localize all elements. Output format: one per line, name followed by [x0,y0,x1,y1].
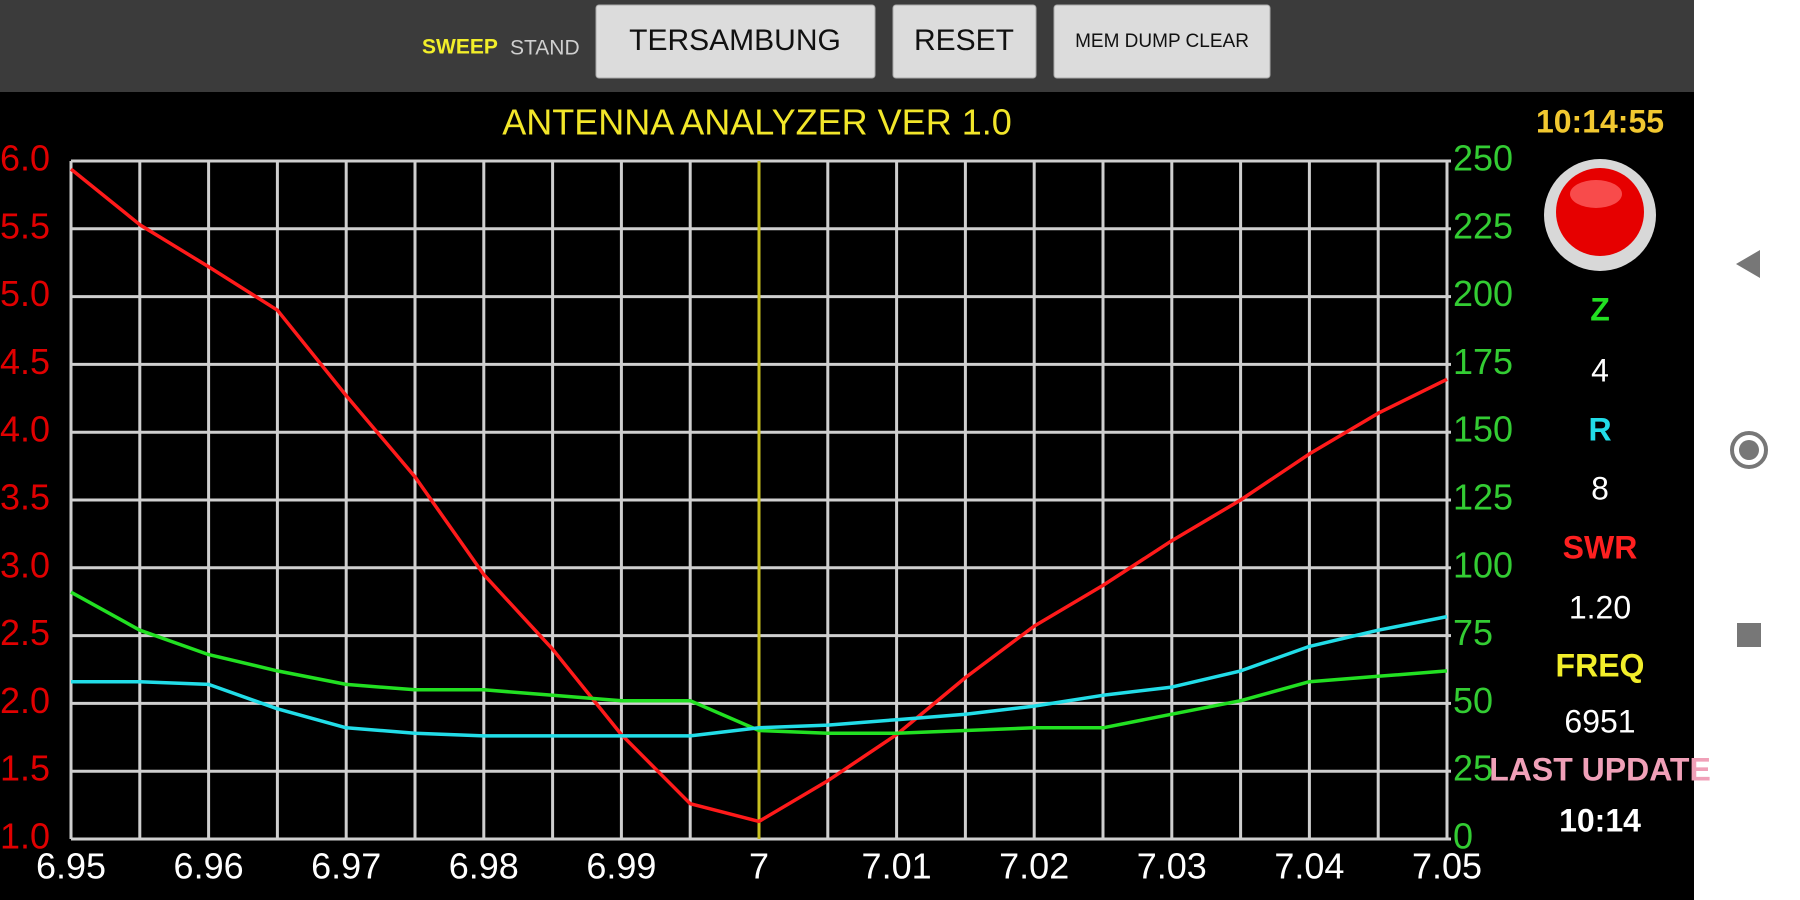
x-tick-label: 7.05 [1412,846,1482,887]
button[interactable] [892,4,1037,79]
clock: 10:14:55 [1536,103,1664,139]
r-label: R [1588,411,1611,447]
series-line [70,590,1448,735]
y2-tick-label: 175 [1453,341,1513,382]
button-label[interactable]: MEM DUMP CLEAR [1075,31,1249,52]
y2-tick-label: 200 [1453,273,1513,314]
app-background [0,0,1694,900]
last-update-value: 10:14 [1559,802,1641,838]
x-tick-label: 7.03 [1137,846,1207,887]
swr-value: 1.20 [1569,589,1631,625]
y-tick-label: 2.0 [0,680,50,721]
y-tick-label: 3.0 [0,544,50,585]
x-tick-label: 6.97 [311,846,381,887]
x-tick-label: 7.02 [999,846,1069,887]
y-tick-label: 4.0 [0,409,50,450]
stand-label: STAND [510,37,580,60]
y-tick-label: 5.0 [0,273,50,314]
y-tick-label: 6.0 [0,138,50,179]
y2-tick-label: 100 [1453,544,1513,585]
record-button-shine [1570,180,1622,208]
y2-tick-label: 50 [1453,680,1493,721]
nav-home-dot [1739,440,1759,460]
sweep-label: SWEEP [422,36,498,59]
y-tick-label: 1.0 [0,816,50,857]
y-tick-label: 4.5 [0,341,50,382]
last-update-label: LAST UPDATE [1489,751,1711,787]
y2-tick-label: 0 [1453,816,1473,857]
nav-home[interactable] [1730,431,1768,469]
z-value: 4 [1591,352,1609,388]
plot: 6.95 6.96 6.97 6.98 6.99 7 7.01 7.02 7.03 7.04 7.0… [0,138,1513,887]
y2-tick-label: 25 [1453,748,1493,789]
x-tick-label: 6.99 [586,846,656,887]
x-tick-label: 6.98 [449,846,519,887]
y-tick-label: 5.5 [0,205,50,246]
y2-tick-label: 250 [1453,138,1513,179]
button-label[interactable]: RESET [914,24,1014,57]
y2-tick-label: 125 [1453,477,1513,518]
y-tick-label: 3.5 [0,477,50,518]
button[interactable] [1053,4,1271,79]
r-value: 8 [1591,470,1609,506]
y2-tick-label: 225 [1453,205,1513,246]
chart-title: ANTENNA ANALYZER VER 1.0 [502,102,1012,143]
button[interactable] [595,4,876,79]
button-label[interactable]: TERSAMBUNG [629,24,841,57]
freq-label: FREQ [1556,647,1645,683]
series-line [69,167,1448,824]
y-tick-label: 2.5 [0,612,50,653]
nav-back[interactable] [1736,250,1760,278]
y-tick-label: 1.5 [0,748,50,789]
x-tick-label: 7.01 [862,846,932,887]
y2-tick-label: 150 [1453,409,1513,450]
freq-value: 6951 [1564,703,1635,739]
y2-tick-label: 75 [1453,612,1493,653]
series-line [71,614,1448,738]
x-tick-label: 7.04 [1274,846,1344,887]
x-tick-label: 6.95 [36,846,106,887]
z-label: Z [1590,291,1610,327]
x-tick-label: 7 [749,846,769,887]
x-tick-label: 6.96 [174,846,244,887]
nav-recents[interactable] [1737,623,1761,647]
swr-label: SWR [1563,529,1638,565]
